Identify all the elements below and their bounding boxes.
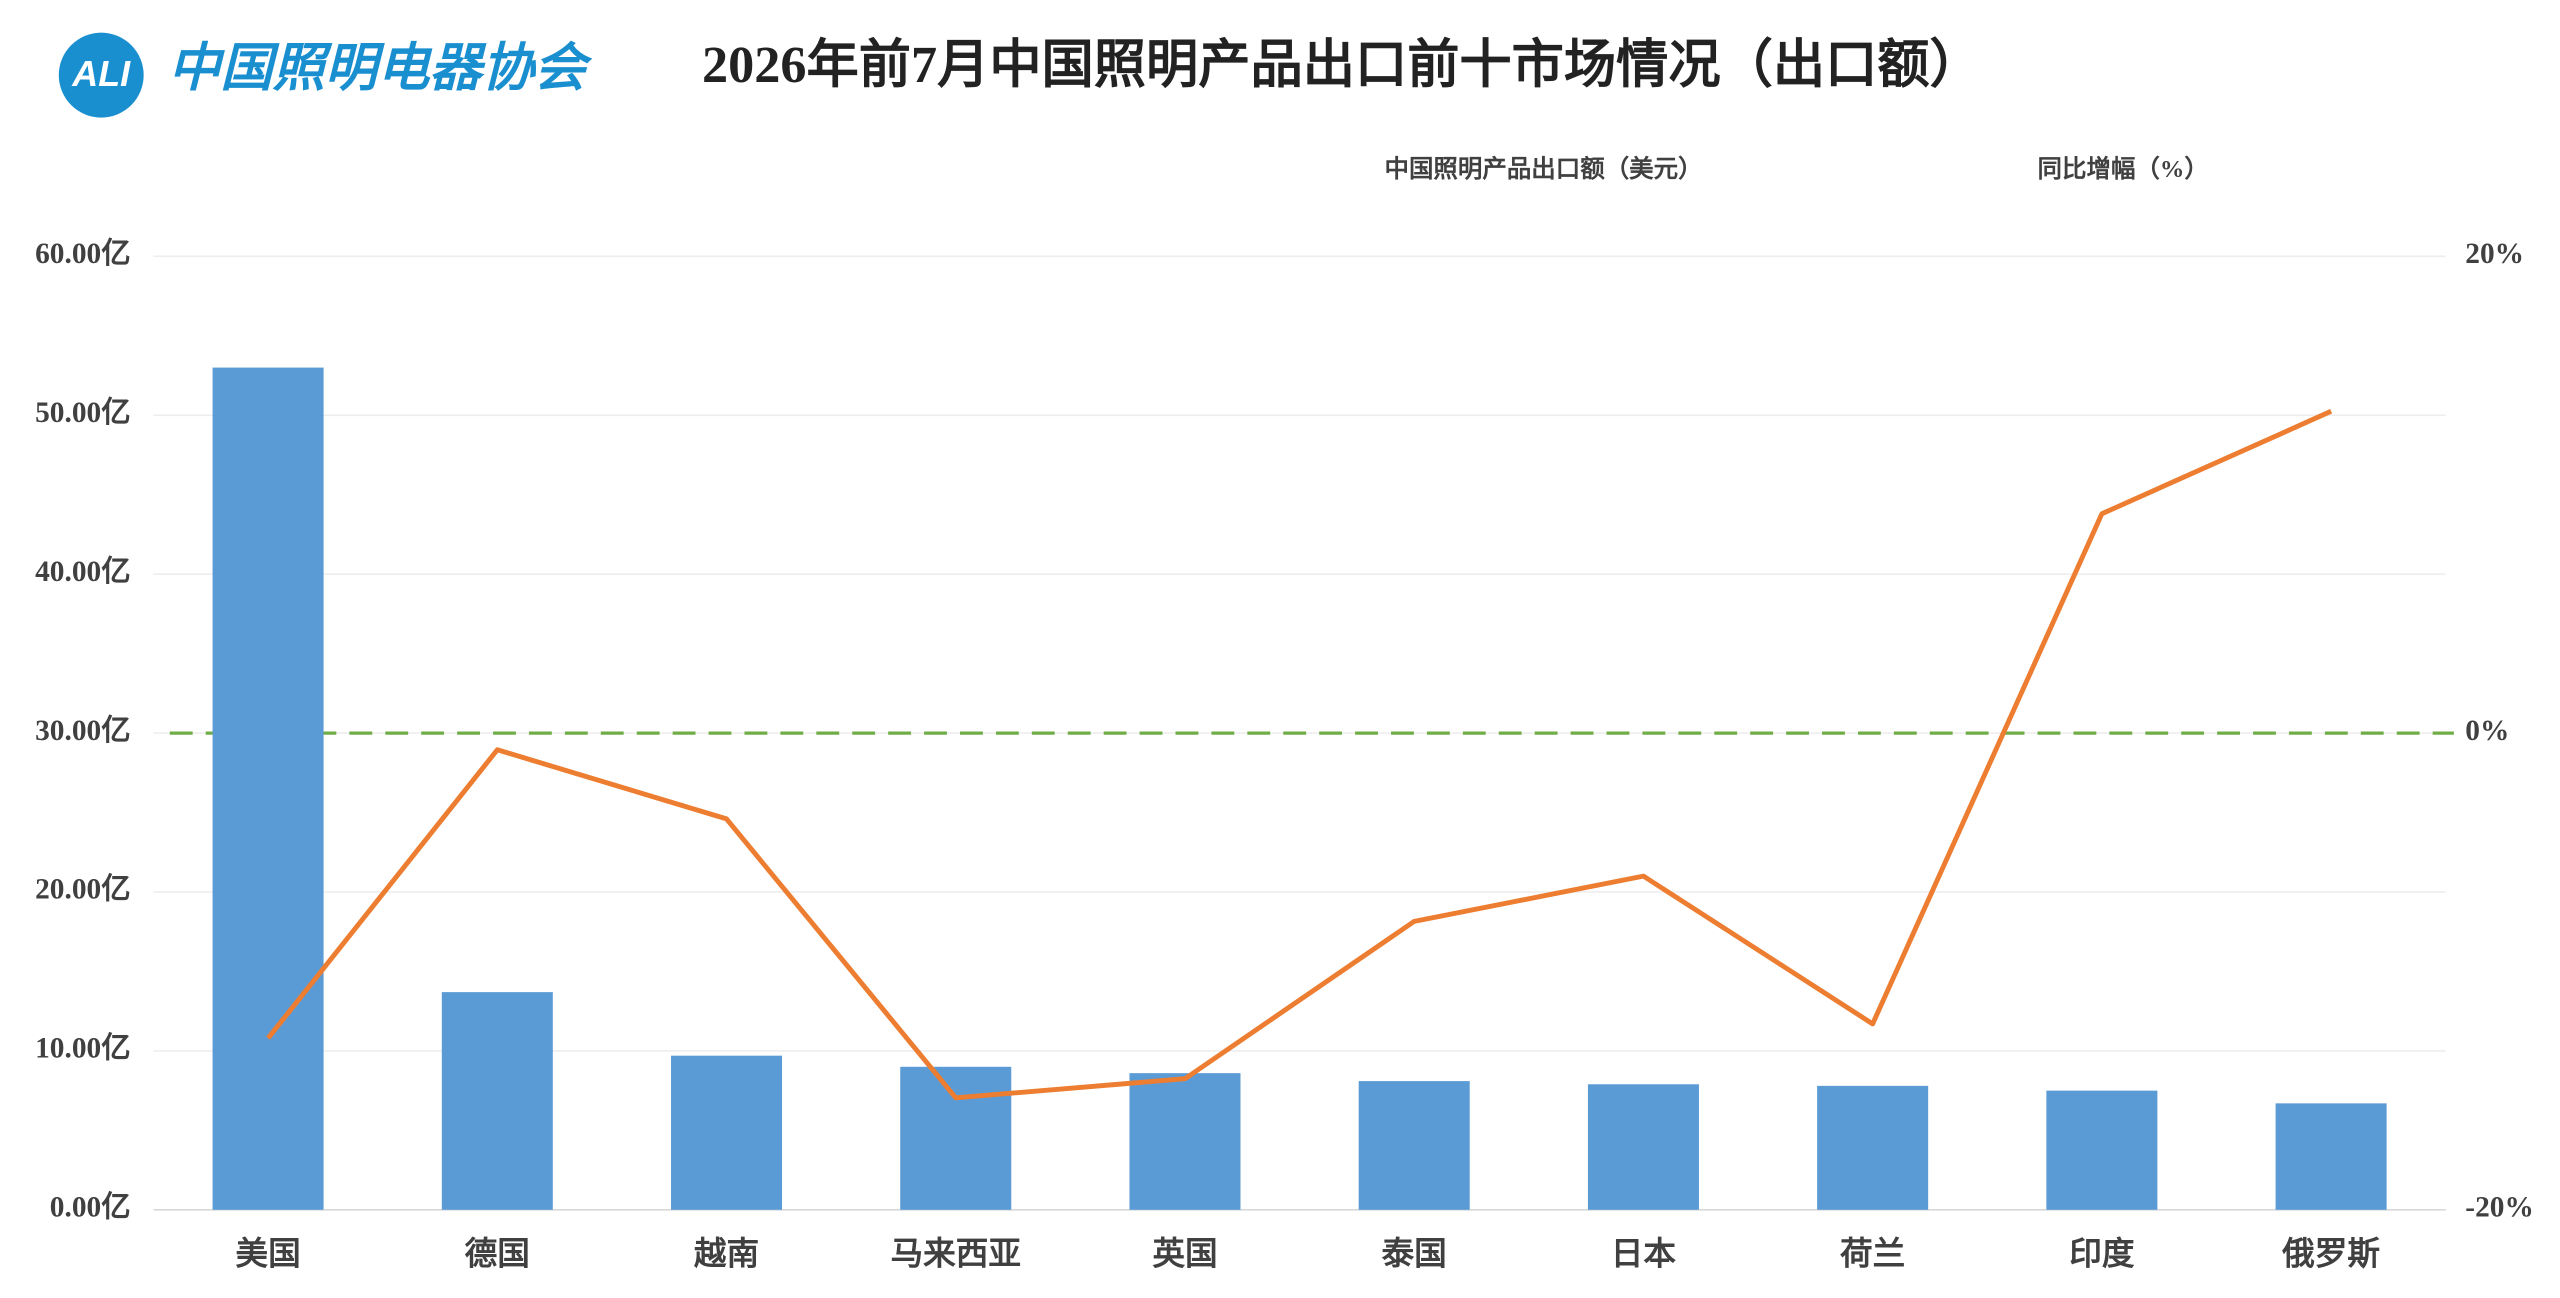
x-tick-label: 德国 — [465, 1236, 530, 1273]
bar — [900, 1066, 1012, 1210]
y-tick-label: 60.00亿 — [35, 237, 130, 270]
chart-title: 2026年前7月中国照明产品出口前十市场情况（出口额） — [702, 36, 1982, 94]
x-tick-label: 荷兰 — [1840, 1236, 1905, 1273]
y-tick-label: 30.00亿 — [35, 714, 130, 747]
legend-label: 中国照明产品出口额（美元） — [1384, 154, 1702, 183]
bar — [671, 1055, 783, 1210]
legend-label: 同比增幅（%） — [2038, 155, 2209, 183]
y-tick-label: 0.00亿 — [50, 1191, 131, 1224]
y-tick-label: 50.00亿 — [35, 396, 130, 429]
x-tick-label: 英国 — [1152, 1236, 1217, 1273]
x-tick-label: 越南 — [694, 1236, 759, 1273]
bar — [212, 367, 324, 1210]
bar — [1817, 1085, 1929, 1210]
x-tick-label: 美国 — [235, 1236, 300, 1273]
organization: 中国照明电器协会 — [168, 39, 593, 97]
bar — [1358, 1081, 1470, 1210]
bar — [1587, 1084, 1699, 1210]
x-tick-label: 俄罗斯 — [2281, 1236, 2380, 1273]
x-tick-label: 印度 — [2069, 1236, 2135, 1273]
x-tick-label: 日本 — [1611, 1236, 1677, 1273]
y-tick-label: 20.00亿 — [35, 873, 130, 906]
y-tick-label: 40.00亿 — [35, 555, 130, 588]
logo-circle — [58, 32, 144, 118]
bar — [441, 992, 553, 1210]
y2-tick-label: -20% — [2465, 1192, 2534, 1224]
logo-text: ALI — [71, 53, 131, 94]
y2-tick-label: 20% — [2465, 238, 2524, 270]
y2-tick-label: 0% — [2465, 715, 2509, 747]
x-tick-label: 泰国 — [1382, 1236, 1447, 1273]
bar — [1129, 1073, 1241, 1210]
bar — [2046, 1090, 2158, 1210]
line-series — [266, 409, 2333, 1101]
y-tick-label: 10.00亿 — [35, 1032, 130, 1065]
bar — [2275, 1103, 2387, 1210]
x-tick-label: 马来西亚 — [890, 1236, 1021, 1273]
